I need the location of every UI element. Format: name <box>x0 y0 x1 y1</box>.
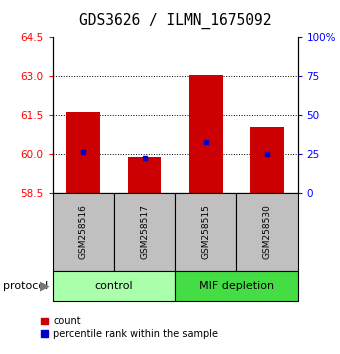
Text: control: control <box>95 281 133 291</box>
Bar <box>175 271 298 301</box>
Bar <box>189 75 223 193</box>
Bar <box>175 193 236 271</box>
Bar <box>53 193 114 271</box>
Bar <box>114 193 175 271</box>
Text: ▶: ▶ <box>40 279 49 292</box>
Bar <box>250 127 284 193</box>
Text: protocol: protocol <box>3 281 49 291</box>
Legend: count, percentile rank within the sample: count, percentile rank within the sample <box>40 316 218 339</box>
Bar <box>128 156 162 193</box>
Text: GSM258530: GSM258530 <box>262 204 271 259</box>
Text: GSM258516: GSM258516 <box>79 204 88 259</box>
Bar <box>67 113 100 193</box>
Text: GDS3626 / ILMN_1675092: GDS3626 / ILMN_1675092 <box>79 12 271 29</box>
Text: GSM258515: GSM258515 <box>201 204 210 259</box>
Bar <box>53 271 175 301</box>
Bar <box>236 193 298 271</box>
Text: GSM258517: GSM258517 <box>140 204 149 259</box>
Text: MIF depletion: MIF depletion <box>199 281 274 291</box>
